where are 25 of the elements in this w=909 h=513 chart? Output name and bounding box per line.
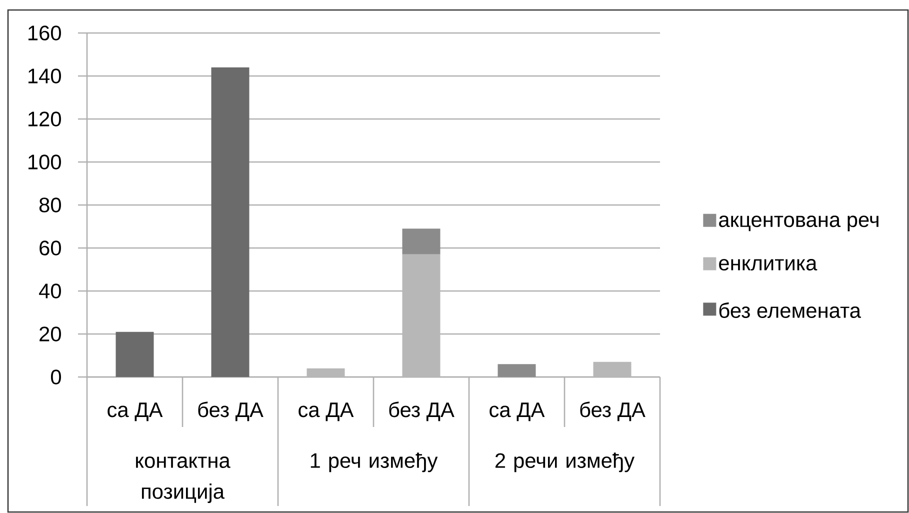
y-tick-label: 60 xyxy=(40,240,61,256)
text: 2 речи између xyxy=(495,452,635,472)
y-tick-label: 80 xyxy=(39,198,61,212)
y-tick-label: 0 xyxy=(50,370,61,384)
text: контактна позиција xyxy=(136,456,230,504)
y-tick-label: 40 xyxy=(39,284,61,298)
x-tick-label: без ДА xyxy=(389,402,454,422)
y-tick-label: 120 xyxy=(28,112,61,126)
legend-label: енклитика xyxy=(719,259,818,271)
x-tick-label: без ДА xyxy=(198,402,264,422)
y-tick-label: 20 xyxy=(40,326,61,342)
x-tick-label: без ДА xyxy=(580,402,646,422)
text: 1 реч између xyxy=(310,452,438,472)
bar xyxy=(498,364,536,377)
bar xyxy=(402,228,440,254)
x-tick-label: са ДА xyxy=(490,402,545,422)
bar xyxy=(116,332,154,377)
legend-label: без елемената xyxy=(719,302,862,318)
y-tick-label: 100 xyxy=(28,154,61,170)
bar xyxy=(211,67,250,377)
x-tick-label: са ДА xyxy=(298,402,354,422)
y-tick-label: 160 xyxy=(28,26,61,40)
legend-label: акцентована реч xyxy=(719,216,878,232)
y-tick-label: 140 xyxy=(28,68,61,84)
x-tick-label: са ДА xyxy=(108,402,163,422)
